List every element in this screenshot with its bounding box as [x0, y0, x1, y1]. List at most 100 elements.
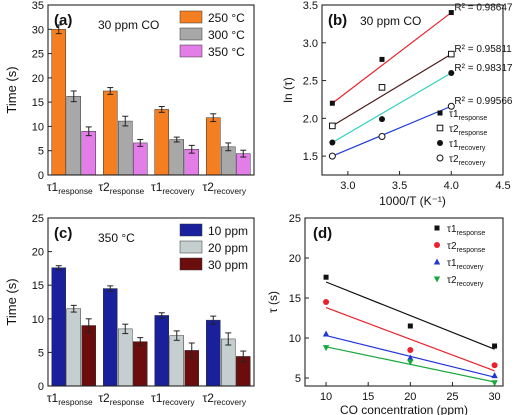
y-tick-label: 0 [38, 381, 44, 393]
legend-label-sub: response [459, 130, 488, 137]
bar [154, 109, 169, 176]
category-label: τ1recovery [151, 391, 195, 407]
data-point [436, 154, 444, 162]
legend-label-main: τ2 [449, 124, 459, 135]
data-point [322, 345, 330, 352]
plot-frame [304, 217, 504, 387]
r-squared-label: R² = 0.95811 [454, 44, 512, 55]
x-axis-label: 1000/T (K⁻¹) [379, 194, 446, 208]
bar [133, 142, 148, 176]
data-point [378, 84, 386, 91]
y-axis-label: Time (s) [4, 66, 19, 113]
data-point [379, 56, 385, 62]
y-tick-label: 25 [32, 49, 44, 61]
data-point [378, 116, 385, 123]
bar [103, 288, 118, 387]
category-label-sub: recovery [162, 186, 195, 196]
category-label-sub: recovery [214, 186, 247, 196]
legend-swatch [179, 223, 203, 237]
x-tick-label: 3.0 [340, 180, 355, 192]
panel-label: (a) [54, 12, 72, 29]
bar [66, 96, 81, 176]
data-point [437, 140, 443, 146]
r-squared-label: R² = 0.98317 [454, 63, 513, 74]
x-tick-label: 4.0 [444, 180, 459, 192]
data-point [491, 380, 498, 387]
legend-label-main: τ1 [447, 258, 457, 269]
y-tick-label: 20 [289, 253, 301, 265]
y-tick-label: 15 [32, 280, 44, 292]
y-tick-label: 3.0 [303, 38, 318, 50]
legend-label-main: τ2 [449, 154, 459, 165]
y-axis-label: Time (s) [4, 278, 19, 325]
legend-label-sub: response [459, 115, 488, 122]
category-label-sub: recovery [162, 397, 195, 407]
legend-label-sub: recovery [457, 264, 484, 271]
bar [206, 117, 221, 176]
data-point [448, 10, 454, 16]
data-point [323, 299, 330, 305]
y-tick-label: 25 [289, 213, 301, 225]
category-label: τ2response [98, 180, 144, 196]
x-axis-label: CO concentration (ppm) [340, 403, 468, 415]
legend-label: τ2response [447, 241, 485, 254]
legend-swatch [179, 257, 203, 271]
category-label-main: τ1 [47, 391, 59, 405]
data-point [329, 139, 336, 146]
bar [81, 325, 96, 387]
y-tick-label: 20 [32, 73, 44, 85]
legend-label: 20 ppm [208, 241, 248, 255]
y-axis-label: ln (τ) [281, 77, 295, 102]
legend-label: τ2response [449, 124, 487, 137]
data-point [329, 100, 335, 106]
legend-label-main: τ1 [449, 139, 459, 150]
plot-frame [321, 4, 504, 176]
fit-line [332, 105, 452, 157]
data-point [407, 359, 414, 366]
y-tick-label: 1.5 [303, 151, 318, 163]
y-tick-label: 0 [38, 170, 44, 182]
category-label-sub: response [110, 186, 145, 196]
data-point [492, 343, 498, 349]
fit-line [331, 12, 452, 104]
legend-label-main: τ1 [449, 109, 459, 120]
panel-label: (d) [313, 225, 332, 242]
r-squared-label: R² = 0.99566 [454, 96, 513, 107]
legend-label: τ2recovery [447, 275, 484, 288]
bar [103, 90, 118, 176]
category-label-sub: response [58, 397, 93, 407]
legend-label: 30 ppm [208, 258, 248, 272]
legend-label: 300 °C [208, 28, 245, 42]
bar [118, 328, 133, 387]
y-tick-label: 2.0 [303, 113, 318, 125]
data-point [491, 362, 498, 369]
category-label-main: τ1 [151, 391, 163, 405]
y-tick-label: 10 [32, 314, 44, 326]
data-point [436, 124, 444, 132]
r-squared-label: R² = 0.98647 [454, 3, 513, 14]
category-label: τ2recovery [202, 391, 246, 407]
legend-label-sub: response [457, 247, 486, 254]
category-label: τ2response [98, 391, 144, 407]
x-tick-label: 4.5 [495, 180, 510, 192]
y-tick-label: 20 [32, 247, 44, 259]
y-tick-label: 10 [289, 333, 301, 345]
y-axis-label: τ (s) [266, 291, 280, 313]
bar [154, 315, 169, 387]
bar [51, 29, 66, 176]
x-tick-label: 3.5 [392, 180, 407, 192]
plot-frame [47, 217, 255, 387]
data-point [329, 122, 336, 130]
y-tick-label: 5 [38, 347, 44, 359]
y-tick-label: 30 [32, 24, 44, 36]
category-label-main: τ2 [98, 180, 110, 194]
category-label-main: τ2 [202, 180, 214, 194]
y-tick-label: 2.5 [303, 76, 318, 88]
bar [169, 139, 184, 176]
data-point [378, 132, 386, 140]
data-point [407, 323, 413, 329]
category-label-sub: response [58, 186, 93, 196]
y-tick-label: 35 [32, 0, 44, 12]
